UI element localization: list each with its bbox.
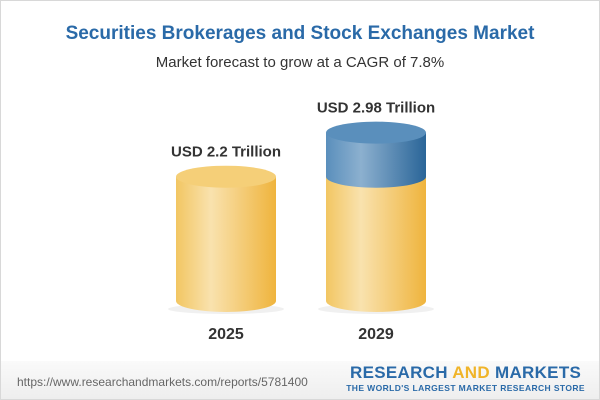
bar-top-2025 (176, 165, 276, 188)
brand-logo: RESEARCH AND MARKETS THE WORLD'S LARGEST… (346, 363, 585, 393)
bar-top-2029 (326, 121, 426, 144)
chart-subtitle: Market forecast to grow at a CAGR of 7.8… (155, 54, 445, 71)
data-label: USD 2.2 Trillion (171, 144, 281, 161)
bar-2025 (176, 176, 276, 312)
bar-base-2029 (326, 176, 426, 312)
data-label: USD 2.98 Trillion (317, 100, 435, 117)
x-tick-label: 2029 (358, 326, 394, 343)
chart-title: Securities Brokerages and Stock Exchange… (65, 23, 535, 44)
x-tick-label: 2025 (208, 326, 244, 343)
cylinder-chart: USD 2.2 Trillion 2025 USD 2.98 Trillion 202… (168, 100, 435, 343)
report-url[interactable]: https://www.researchandmarkets.com/repor… (17, 375, 308, 389)
footer: https://www.researchandmarkets.com/repor… (1, 361, 599, 399)
bar-growth-2029 (326, 132, 426, 188)
